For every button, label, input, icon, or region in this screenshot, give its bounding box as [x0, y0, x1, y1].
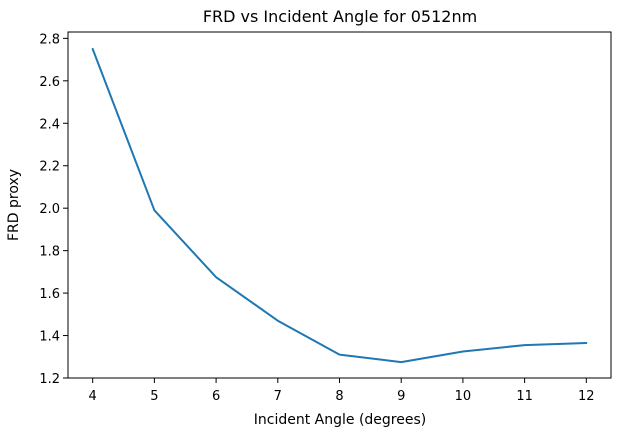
x-tick-label: 10	[455, 389, 472, 404]
y-tick-label: 1.8	[39, 245, 60, 260]
y-tick-label: 2.2	[39, 160, 60, 175]
y-tick-label: 1.6	[39, 287, 60, 302]
x-tick-label: 5	[150, 389, 158, 404]
chart-title: FRD vs Incident Angle for 0512nm	[203, 7, 477, 26]
plot-area-frame	[67, 31, 612, 379]
x-axis: 4 5 6 7 8 9 10 11 12	[89, 378, 595, 404]
x-tick-label: 12	[578, 389, 595, 404]
y-tick-label: 1.2	[39, 372, 60, 387]
y-axis-label: FRD proxy	[6, 169, 22, 241]
y-axis: 1.2 1.4 1.6 1.8 2.0 2.2 2.4 2.6 2.8	[39, 32, 68, 387]
x-tick-label: 7	[274, 389, 282, 404]
y-tick-label: 2.0	[39, 202, 60, 217]
x-axis-label: Incident Angle (degrees)	[254, 412, 426, 428]
x-tick-label: 6	[212, 389, 220, 404]
y-tick-label: 2.6	[39, 75, 60, 90]
y-tick-label: 2.4	[39, 117, 60, 132]
series-points	[93, 49, 587, 362]
x-tick-label: 11	[516, 389, 533, 404]
y-tick-label: 1.4	[39, 330, 60, 345]
series-line	[91, 47, 588, 364]
x-tick-label: 8	[335, 389, 343, 404]
x-tick-label: 9	[397, 389, 405, 404]
x-tick-label: 4	[89, 389, 97, 404]
y-tick-label: 2.8	[39, 32, 60, 47]
